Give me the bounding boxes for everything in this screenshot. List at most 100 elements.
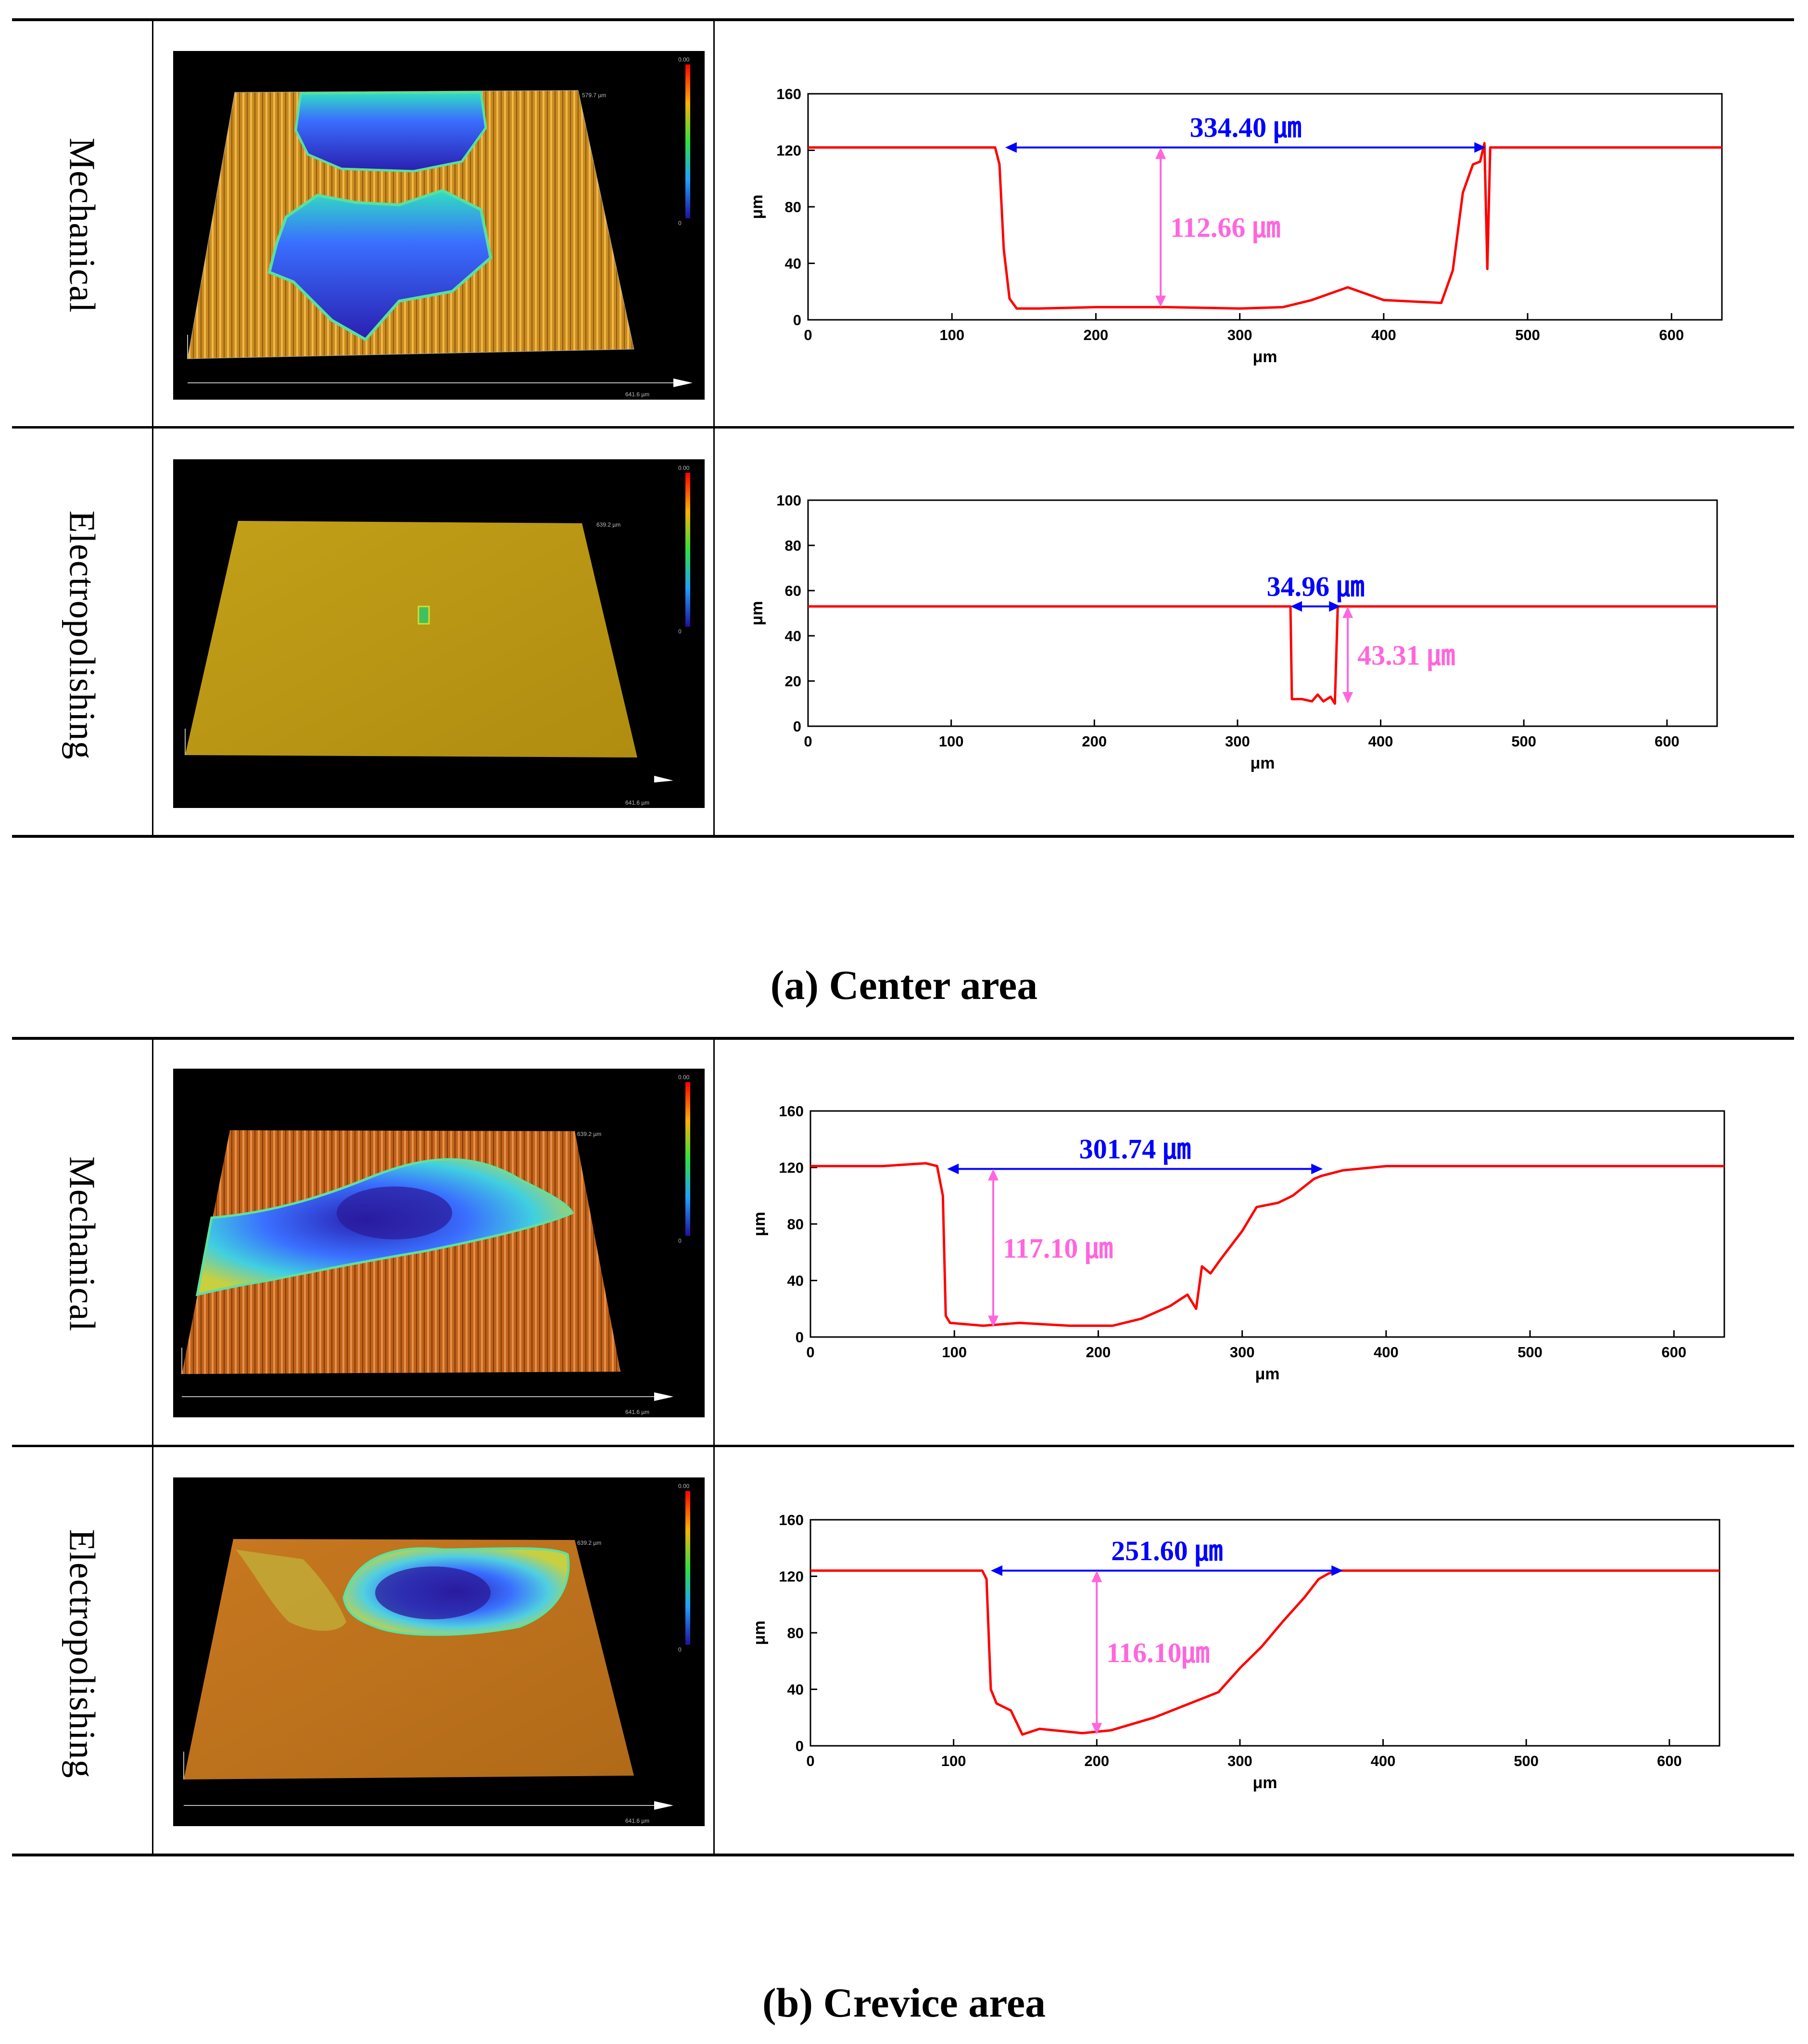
y-tick-label: 100 <box>776 492 801 509</box>
x-tick-label: 0 <box>804 733 812 750</box>
x-tick-label: 400 <box>1371 1753 1396 1769</box>
scale-bottom-value: 0 <box>678 628 682 635</box>
width-label: 251.60 ㎛ <box>1111 1535 1223 1567</box>
profile-line <box>810 1162 1724 1327</box>
x-tick-label: 200 <box>1082 733 1107 750</box>
scale-bottom-value: 0 <box>678 1237 682 1244</box>
surface-render: 0.00 0 579.7 µm 641.6 µm <box>187 56 693 398</box>
row-divider <box>12 1445 1794 1447</box>
depth-arrow-head <box>988 1315 999 1327</box>
x-tick-label: 400 <box>1374 1344 1399 1361</box>
y-extent-label: 579.7 µm <box>582 92 606 99</box>
y-tick-label: 80 <box>787 1625 804 1641</box>
caption-crevice: (b) Crevice area <box>762 1980 1046 2026</box>
row-label: Mechanical <box>62 1156 102 1332</box>
x-tick-label: 300 <box>1225 733 1250 750</box>
width-arrow-head <box>1290 601 1302 612</box>
y-tick-label: 60 <box>785 582 801 599</box>
y-tick-label: 160 <box>776 86 801 102</box>
surface-render: 0.00 0 639.2 µm 641.6 µm <box>183 1483 690 1824</box>
table-top-rule <box>12 1037 1794 1040</box>
depth-arrow-head <box>988 1169 999 1181</box>
scale-bottom-value: 0 <box>678 220 682 227</box>
scale-top-value: 0.00 <box>678 1074 690 1081</box>
x-tick-label: 0 <box>806 1753 814 1769</box>
depth-label: 116.10㎛ <box>1106 1637 1209 1669</box>
x-extent-label: 641.6 µm <box>625 1817 649 1824</box>
x-tick-label: 0 <box>804 327 812 343</box>
width-arrow-head <box>1474 142 1486 153</box>
width-arrow-head <box>1331 1565 1343 1576</box>
x-tick-label: 400 <box>1368 733 1393 750</box>
scale-top-value: 0.00 <box>678 1483 690 1489</box>
x-tick-label: 600 <box>1655 733 1680 750</box>
x-tick-label: 200 <box>1084 327 1109 343</box>
x-tick-label: 200 <box>1084 1753 1109 1769</box>
y-tick-label: 0 <box>796 1329 804 1346</box>
x-tick-label: 100 <box>939 327 964 343</box>
depth-label: 112.66 ㎛ <box>1170 212 1280 244</box>
surface-image-mechanical-center: 0.00 0 579.7 µm 641.6 µm <box>173 51 705 400</box>
profile-chart-electropolishing-center: 0 100 200 300 400 500 600 0 20 40 60 80 100 μm μm 34.96… <box>748 481 1732 789</box>
y-tick-label: 20 <box>785 673 801 690</box>
row-divider <box>12 426 1794 429</box>
column-divider <box>152 21 153 835</box>
y-axis-label: μm <box>748 194 766 219</box>
y-tick-label: 40 <box>785 255 801 272</box>
y-extent-label: 639.2 µm <box>577 1539 601 1546</box>
x-extent-label: 641.6 µm <box>625 1409 649 1415</box>
x-tick-label: 500 <box>1517 1344 1542 1361</box>
table-top-rule <box>12 18 1794 21</box>
depth-arrow-head <box>1342 606 1353 618</box>
row-label: Electropolishing <box>62 1528 102 1779</box>
plot-frame <box>807 499 1718 727</box>
surface-image-electropolishing-crevice: 0.00 0 639.2 µm 641.6 µm <box>173 1477 705 1826</box>
y-tick-label: 80 <box>787 1216 804 1233</box>
column-divider <box>152 1040 153 1854</box>
depth-label: 117.10 ㎛ <box>1003 1233 1113 1264</box>
table-bottom-rule <box>12 835 1794 838</box>
y-axis-label: μm <box>748 601 766 625</box>
profile-chart-svg: 0 100 200 300 400 500 600 0 40 80 120 160 μm μm 251.60… <box>750 1512 1720 1792</box>
profile-line <box>808 142 1722 310</box>
x-tick-label: 300 <box>1227 327 1252 343</box>
width-arrow-head <box>1311 1163 1323 1174</box>
y-tick-label: 120 <box>779 1160 804 1176</box>
depth-arrow-head <box>1091 1570 1102 1582</box>
x-tick-label: 500 <box>1515 327 1540 343</box>
y-tick-label: 40 <box>787 1681 804 1698</box>
surface-image-electropolishing-center: 0.00 0 639.2 µm 641.6 µm <box>173 459 705 808</box>
y-tick-label: 120 <box>776 142 801 159</box>
y-tick-label: 40 <box>787 1273 804 1289</box>
y-tick-label: 160 <box>779 1512 804 1528</box>
scale-top-value: 0.00 <box>678 465 690 471</box>
profile-line <box>810 1569 1719 1736</box>
width-arrow-head <box>1329 601 1341 612</box>
width-arrow-head <box>1005 142 1017 153</box>
y-tick-label: 0 <box>796 1738 804 1754</box>
x-tick-label: 600 <box>1657 1753 1682 1769</box>
y-tick-label: 80 <box>785 199 801 215</box>
scale-bottom-value: 0 <box>678 1646 682 1653</box>
depth-arrow-head <box>1155 295 1166 307</box>
y-axis-label: μm <box>750 1620 769 1645</box>
x-tick-label: 400 <box>1371 327 1396 343</box>
profile-chart-mechanical-crevice: 0 100 200 300 400 500 600 0 40 80 120 160 μm μm 301.74… <box>750 1092 1732 1400</box>
plot-frame <box>809 1110 1725 1338</box>
row-label: Mechanical <box>62 137 102 313</box>
profile-chart-svg: 0 100 200 300 400 500 600 0 20 40 60 80 100 μm μm 34.96… <box>748 492 1718 772</box>
x-axis-label: μm <box>1252 1774 1277 1792</box>
depth-label: 43.31 ㎛ <box>1357 640 1455 671</box>
plot-frame <box>809 1519 1720 1747</box>
width-label: 34.96 ㎛ <box>1267 571 1365 603</box>
surface-image-mechanical-crevice: 0.00 0 639.2 µm 641.6 µm <box>173 1069 705 1417</box>
depth-arrow-head <box>1342 692 1353 704</box>
x-tick-label: 200 <box>1086 1344 1111 1361</box>
y-tick-label: 120 <box>779 1568 804 1585</box>
x-tick-label: 0 <box>806 1344 814 1361</box>
x-extent-label: 641.6 µm <box>625 799 649 806</box>
x-tick-label: 300 <box>1227 1753 1252 1769</box>
profile-line <box>808 605 1717 705</box>
depth-arrow-head <box>1091 1723 1102 1735</box>
x-tick-label: 500 <box>1511 733 1536 750</box>
